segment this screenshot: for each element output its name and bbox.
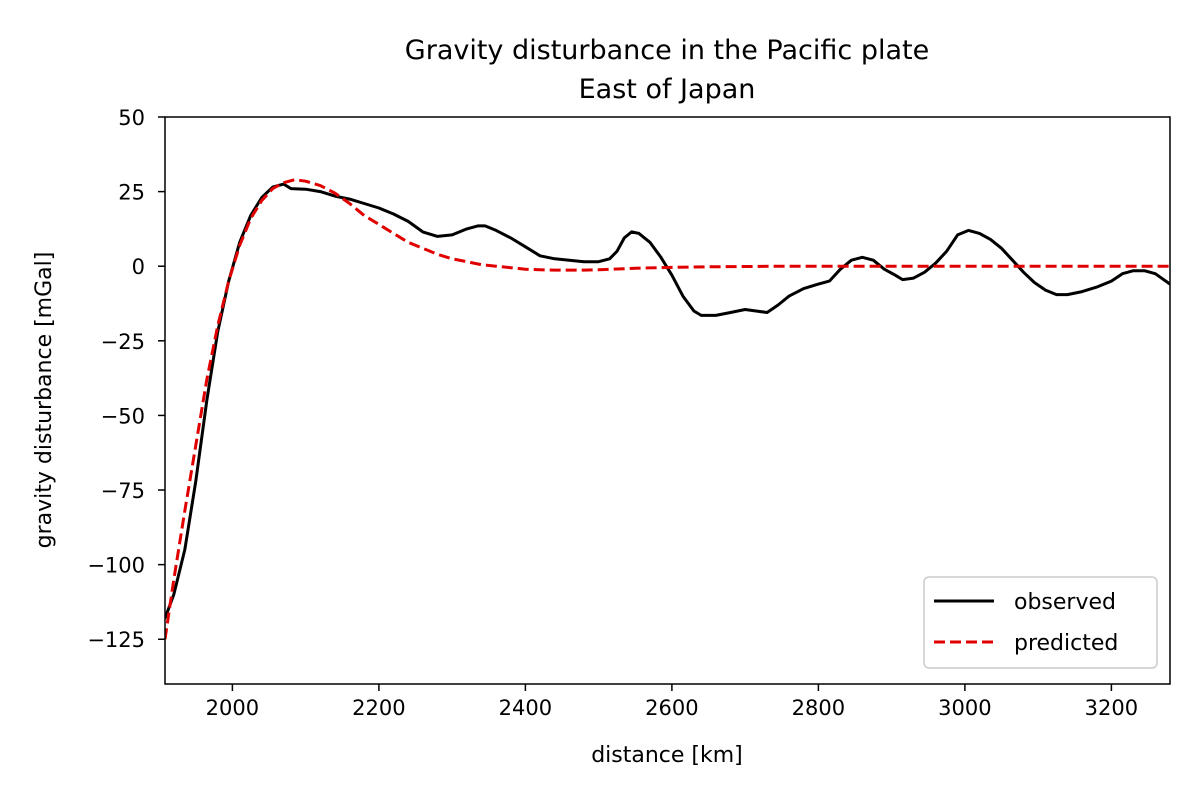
y-tick-label: −25 bbox=[101, 330, 145, 354]
y-tick-label: −100 bbox=[87, 554, 145, 578]
x-axis-label: distance [km] bbox=[591, 743, 743, 768]
y-tick-label: 50 bbox=[118, 106, 145, 130]
plot-lines-group bbox=[165, 178, 1170, 640]
axes-frame bbox=[164, 116, 1171, 685]
series-line-observed bbox=[165, 182, 1170, 619]
legend-label-predicted: predicted bbox=[1014, 631, 1118, 656]
x-tick-label: 2400 bbox=[499, 696, 552, 720]
y-tick-label: −50 bbox=[101, 404, 145, 428]
y-axis-ticks: 50 25 0 −25 −50 −75 −100 −125 bbox=[87, 106, 165, 652]
x-tick-label: 2200 bbox=[352, 696, 405, 720]
legend-label-observed: observed bbox=[1014, 590, 1116, 615]
y-axis-label: gravity disturbance [mGal] bbox=[32, 252, 57, 549]
x-tick-label: 2000 bbox=[206, 696, 259, 720]
x-tick-label: 3200 bbox=[1085, 696, 1138, 720]
y-tick-label: −125 bbox=[87, 628, 145, 652]
legend: observed predicted bbox=[923, 576, 1158, 669]
x-tick-label: 3000 bbox=[938, 696, 991, 720]
chart-title-line-1: Gravity disturbance in the Pacific plate bbox=[405, 35, 929, 66]
chart-title-line-2: East of Japan bbox=[579, 74, 756, 105]
y-tick-label: −75 bbox=[101, 479, 145, 503]
y-tick-label: 25 bbox=[118, 181, 145, 205]
x-tick-label: 2600 bbox=[645, 696, 698, 720]
y-tick-label: 0 bbox=[132, 255, 145, 279]
x-tick-label: 2800 bbox=[792, 696, 845, 720]
series-line-predicted bbox=[165, 178, 1170, 640]
x-axis-ticks: 2000 2200 2400 2600 2800 3000 3200 bbox=[206, 684, 1138, 720]
